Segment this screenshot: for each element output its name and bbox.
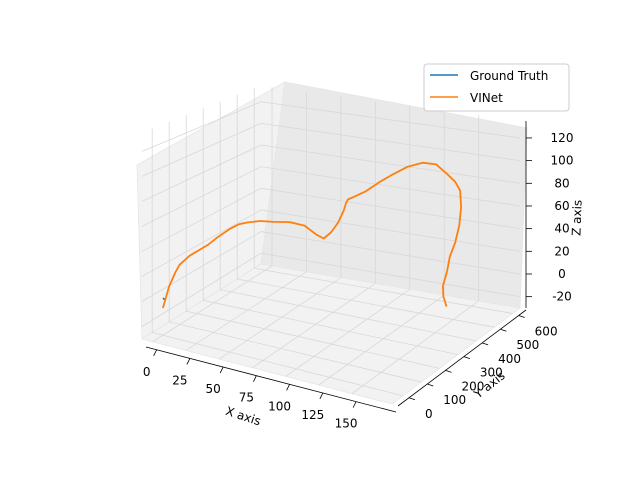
grid-lines	[141, 87, 521, 397]
y-tick-mark	[408, 397, 416, 401]
y-tick-mark	[518, 315, 525, 318]
y-tick-label: 0	[425, 407, 433, 421]
x-tick-label: 150	[335, 417, 358, 431]
pane-floor	[141, 263, 521, 405]
z-axis-label: Z axis	[569, 200, 584, 237]
legend: Ground Truth VINet	[423, 63, 570, 112]
grid-line-z	[141, 209, 521, 277]
x-tick-label: 0	[143, 365, 151, 379]
x-tick-label: 100	[268, 399, 291, 413]
x-tick-mark	[253, 375, 257, 382]
x-tick-label: 75	[239, 391, 254, 405]
grid-line-z	[141, 101, 521, 152]
x-tick-mark	[219, 366, 224, 374]
y-axis-line	[397, 309, 527, 407]
x-tick-mark	[186, 358, 191, 365]
x-tick-label: 50	[205, 382, 220, 396]
x-tick-mark	[153, 349, 157, 356]
y-tick-mark	[481, 342, 489, 346]
z-tick-label: 60	[554, 199, 569, 213]
z-tick-label: 20	[554, 244, 569, 258]
y-tick-label: 100	[443, 393, 466, 407]
series-lines	[162, 161, 463, 309]
y-tick-mark	[463, 356, 470, 360]
x-tick-label: 25	[172, 373, 187, 387]
grid-line-z	[141, 231, 521, 302]
y-tick-label: 400	[498, 352, 521, 366]
x-axis-ticks: 0 25 50 75 100 125 150	[143, 349, 358, 431]
y-tick-label: 200	[462, 379, 485, 393]
legend-label-vinet: VINet	[470, 91, 503, 105]
grid-line-z	[141, 144, 521, 202]
x-tick-mark	[319, 392, 324, 400]
x-tick-label: 125	[301, 408, 324, 422]
y-tick-label: 500	[516, 338, 539, 352]
y-tick-mark	[500, 328, 507, 332]
grid-line-z	[141, 187, 521, 252]
z-tick-label: 80	[554, 176, 569, 190]
x-tick-mark	[352, 401, 357, 408]
y-tick-label: 300	[480, 366, 503, 380]
y-tick-mark	[445, 369, 452, 373]
legend-label-ground-truth: Ground Truth	[470, 69, 548, 83]
grid-line-z	[141, 166, 521, 227]
y-tick-mark	[427, 383, 434, 387]
series-line-vinet	[162, 161, 463, 309]
z-tick-label: 0	[558, 267, 566, 281]
grid-line-z	[141, 252, 521, 327]
axis-lines	[145, 120, 527, 413]
x-axis-line	[145, 346, 397, 413]
legend-box	[423, 63, 570, 112]
grid-line-z	[141, 122, 521, 177]
x-tick-mark	[286, 384, 290, 391]
y-tick-label: 600	[535, 324, 558, 338]
z-tick-label: -20	[552, 290, 572, 304]
z-tick-label: 40	[554, 222, 569, 236]
z-tick-label: 100	[551, 154, 574, 168]
x-axis-label: X axis	[224, 404, 263, 428]
z-axis-ticks: -20 0 20 40 60 80 100 120	[526, 131, 573, 304]
z-tick-label: 120	[551, 131, 574, 145]
